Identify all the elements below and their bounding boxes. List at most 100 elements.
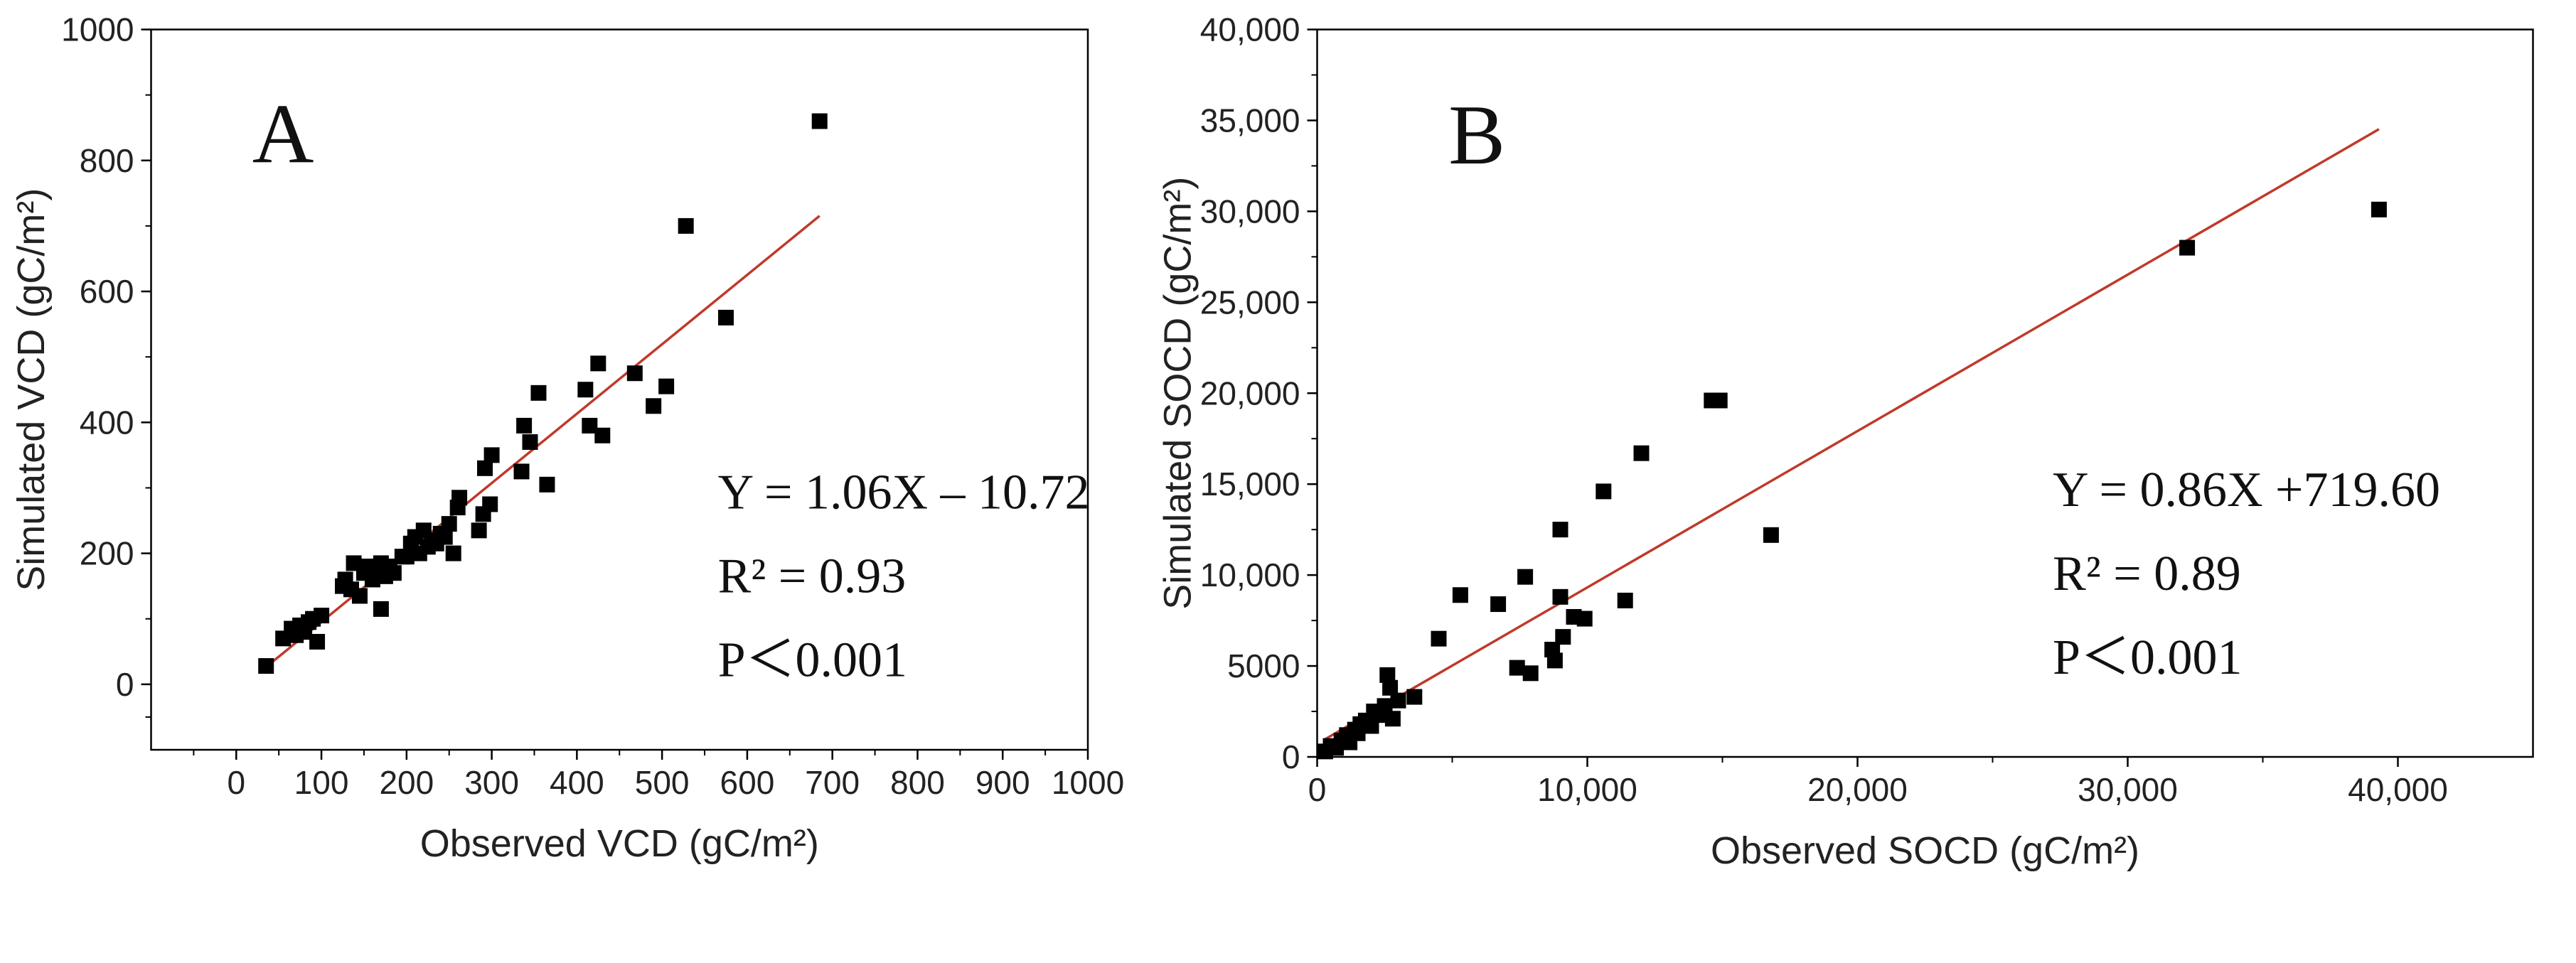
y-tick-label: 1000 [61, 11, 134, 48]
y-tick-label: 15,000 [1200, 466, 1300, 502]
y-tick-label: 200 [80, 535, 134, 572]
annotation-line: P＜0.001 [718, 633, 907, 687]
data-point [441, 516, 457, 532]
x-tick-label: 10,000 [1537, 771, 1637, 808]
data-point [1596, 483, 1612, 500]
x-tick-label: 900 [976, 764, 1030, 801]
data-point [530, 384, 547, 401]
y-tick-label: 0 [116, 666, 134, 703]
y-tick-label: 30,000 [1200, 193, 1300, 230]
x-tick-label: 30,000 [2078, 771, 2178, 808]
data-point [1763, 527, 1779, 543]
panel-label: A [252, 86, 314, 181]
x-tick-label: 1000 [1052, 764, 1124, 801]
x-tick-label: 300 [464, 764, 519, 801]
data-point [351, 588, 368, 604]
y-axis-title: Simulated VCD (gC/m²) [10, 188, 53, 591]
data-point [1576, 610, 1593, 627]
y-axis-title: Simulated SOCD (gC/m²) [1157, 177, 1199, 610]
data-point [1390, 692, 1406, 709]
annotation-line: Y = 0.86X +719.60 [2053, 463, 2440, 517]
x-axis-title: Observed VCD (gC/m²) [420, 822, 819, 865]
x-tick-label: 400 [550, 764, 604, 801]
data-point [373, 601, 389, 617]
data-point [1552, 588, 1568, 605]
data-point [1546, 652, 1563, 669]
data-point [385, 565, 402, 581]
y-tick-label: 800 [80, 142, 134, 179]
data-point [1555, 629, 1571, 645]
annotation-line: P＜0.001 [2053, 630, 2242, 685]
data-point [658, 378, 675, 394]
x-tick-label: 200 [379, 764, 434, 801]
data-point [1633, 445, 1650, 461]
data-point [1384, 711, 1401, 727]
x-tick-label: 20,000 [1807, 771, 1908, 808]
y-tick-label: 10,000 [1200, 556, 1300, 593]
data-point [1552, 522, 1568, 538]
data-point [258, 658, 274, 674]
data-point [646, 398, 662, 414]
data-point [1382, 679, 1399, 696]
data-point [451, 490, 468, 506]
annotation-line: R² = 0.93 [718, 549, 907, 603]
annotation-line: R² = 0.89 [2053, 547, 2241, 601]
y-tick-label: 0 [1282, 738, 1300, 775]
x-tick-label: 600 [720, 764, 775, 801]
data-point [1431, 630, 1447, 647]
panel-a-chart: 0 100 200 300 400 500 600 700 800 900 1000 0 200 400 6… [10, 11, 1124, 866]
data-point [1517, 569, 1534, 585]
data-point [1509, 660, 1525, 676]
y-tick-label: 400 [80, 404, 134, 441]
data-point [1617, 592, 1633, 608]
x-tick-label: 100 [294, 764, 349, 801]
data-point [582, 417, 598, 434]
data-point [2371, 201, 2387, 217]
data-point [1522, 665, 1539, 682]
y-tick-label: 5000 [1227, 647, 1300, 684]
data-point [811, 113, 828, 129]
data-point [1452, 587, 1468, 603]
panel-b-chart: 0 10,000 20,000 30,000 40,000 0 5000 10,000 15,0… [1157, 11, 2534, 872]
data-point [522, 434, 538, 450]
data-point [477, 460, 493, 476]
data-point [590, 355, 606, 372]
x-axis-title: Observed SOCD (gC/m²) [1711, 829, 2139, 872]
annotation-line: Y = 1.06X – 10.72 [718, 465, 1090, 520]
data-point [516, 417, 533, 434]
data-point [483, 447, 500, 463]
data-point [398, 549, 415, 565]
data-point [539, 476, 555, 493]
x-tick-label: 800 [890, 764, 945, 801]
x-tick-label: 500 [635, 764, 690, 801]
data-point [482, 496, 498, 512]
data-point [717, 309, 734, 326]
data-point [437, 529, 453, 545]
y-tick-label: 35,000 [1200, 102, 1300, 139]
data-point [513, 463, 530, 480]
data-point [1711, 392, 1728, 409]
data-point [678, 217, 694, 234]
x-tick-label: 0 [1308, 771, 1327, 808]
fit-line [1325, 128, 2380, 741]
data-point [577, 382, 594, 398]
x-tick-label: 40,000 [2348, 771, 2448, 808]
data-point [1490, 596, 1507, 613]
panel-label: B [1448, 87, 1505, 182]
data-point [1406, 689, 1423, 705]
data-point [626, 365, 643, 382]
y-tick-label: 40,000 [1200, 11, 1300, 48]
data-point [2179, 240, 2196, 256]
data-point [1377, 698, 1393, 714]
x-tick-label: 700 [805, 764, 860, 801]
data-point [314, 608, 330, 624]
y-tick-label: 25,000 [1200, 284, 1300, 321]
data-point [1379, 667, 1396, 683]
x-tick-label: 0 [227, 764, 245, 801]
data-point [471, 522, 487, 539]
data-point [594, 427, 611, 443]
data-point [445, 545, 461, 561]
y-tick-label: 20,000 [1200, 375, 1300, 411]
data-point [309, 633, 326, 650]
